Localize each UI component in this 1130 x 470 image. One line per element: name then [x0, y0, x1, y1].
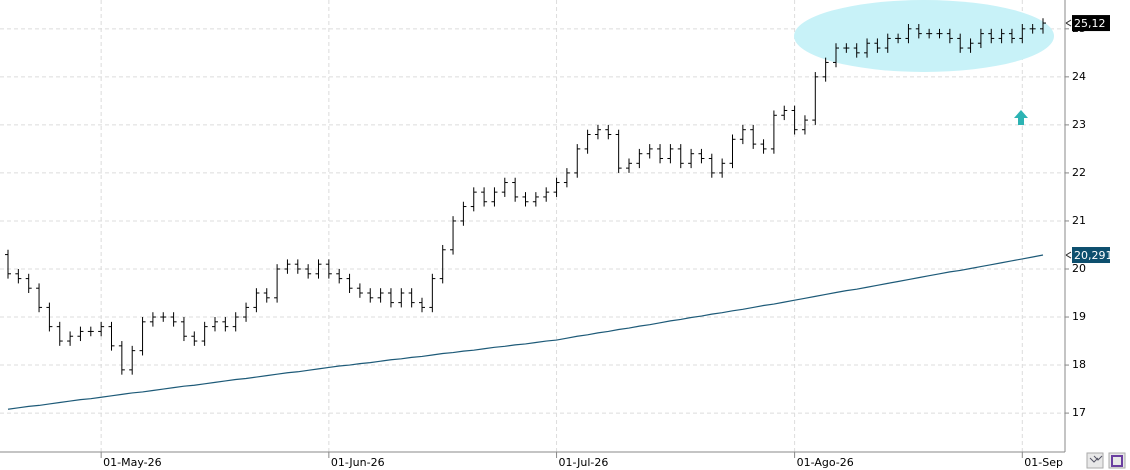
- y-tick-label: 21: [1072, 214, 1086, 227]
- x-tick-label: 01-Jul-26: [559, 456, 609, 469]
- x-tick-label: 01-Jun-26: [331, 456, 385, 469]
- y-tick-label: 22: [1072, 166, 1086, 179]
- x-tick-label: 01-Ago-26: [797, 456, 854, 469]
- x-tick-label: 01-Sep: [1024, 456, 1063, 469]
- y-tick-label: 19: [1072, 310, 1086, 323]
- price-pointer: [1065, 19, 1072, 27]
- y-tick-label: 23: [1072, 118, 1086, 131]
- x-tick-label: 01-May-26: [103, 456, 161, 469]
- y-tick-label: 17: [1072, 406, 1086, 419]
- price-tag-label: 20,291: [1074, 249, 1113, 262]
- grid: [0, 0, 1065, 452]
- save-icon: [1111, 455, 1123, 467]
- y-tick-label: 24: [1072, 70, 1086, 83]
- price-pointer: [1065, 251, 1072, 259]
- zoom-icon: [1089, 455, 1103, 463]
- y-tick-label: 18: [1072, 358, 1086, 371]
- price-tag: [1072, 247, 1110, 264]
- price-tag-label: 25,12: [1074, 17, 1106, 30]
- y-tick-label: 20: [1072, 262, 1086, 275]
- up-arrow: [1014, 110, 1028, 125]
- highlight-ellipse: [794, 0, 1054, 72]
- moving-average-line: [7, 254, 1044, 410]
- price-tag: [1072, 15, 1110, 32]
